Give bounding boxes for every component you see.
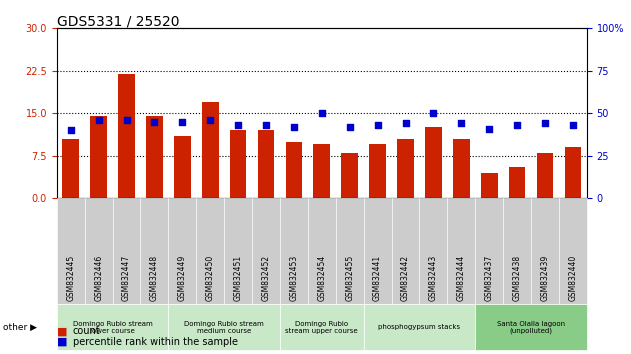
Point [261, 122, 271, 128]
Bar [257, 130, 274, 198]
Point [428, 110, 439, 116]
Bar [90, 116, 107, 198]
Text: GDS5331 / 25520: GDS5331 / 25520 [57, 14, 179, 28]
Point [177, 119, 187, 125]
Bar [536, 153, 553, 198]
Text: phosphogypsum stacks: phosphogypsum stacks [379, 325, 461, 330]
Text: GSM832437: GSM832437 [485, 255, 493, 301]
Point [289, 124, 299, 130]
Bar [481, 173, 498, 198]
Bar [62, 139, 79, 198]
Text: Domingo Rubio stream
lower course: Domingo Rubio stream lower course [73, 321, 153, 334]
Bar [565, 147, 581, 198]
Text: ■: ■ [57, 326, 68, 336]
Bar [341, 153, 358, 198]
Text: GSM832451: GSM832451 [233, 255, 242, 301]
Text: Domingo Rubio
stream upper course: Domingo Rubio stream upper course [285, 321, 358, 334]
Point [122, 117, 132, 123]
Point [66, 127, 76, 133]
Text: percentile rank within the sample: percentile rank within the sample [73, 337, 237, 347]
Bar [146, 116, 163, 198]
Point [150, 119, 160, 125]
Bar [118, 74, 135, 198]
Point [568, 122, 578, 128]
Point [484, 126, 494, 131]
Bar [509, 167, 526, 198]
Point [372, 122, 382, 128]
Text: GSM832447: GSM832447 [122, 255, 131, 301]
Text: GSM832439: GSM832439 [541, 255, 550, 301]
Text: Domingo Rubio stream
medium course: Domingo Rubio stream medium course [184, 321, 264, 334]
Text: GSM832445: GSM832445 [66, 255, 75, 301]
Text: Santa Olalla lagoon
(unpolluted): Santa Olalla lagoon (unpolluted) [497, 321, 565, 334]
Text: GSM832455: GSM832455 [345, 255, 354, 301]
Text: count: count [73, 326, 100, 336]
Point [512, 122, 522, 128]
Text: GSM832442: GSM832442 [401, 255, 410, 301]
Text: GSM832453: GSM832453 [290, 255, 298, 301]
Bar [397, 139, 414, 198]
Point [205, 117, 215, 123]
Point [540, 121, 550, 126]
Text: other ▶: other ▶ [3, 323, 37, 332]
Text: GSM832440: GSM832440 [569, 255, 577, 301]
Text: GSM832452: GSM832452 [261, 255, 271, 301]
Text: GSM832449: GSM832449 [178, 255, 187, 301]
Text: ■: ■ [57, 337, 68, 347]
Bar [369, 144, 386, 198]
Bar [230, 130, 247, 198]
Point [317, 110, 327, 116]
Point [345, 124, 355, 130]
Bar [202, 102, 218, 198]
Bar [314, 144, 330, 198]
Point [233, 122, 243, 128]
Point [456, 121, 466, 126]
Bar [286, 142, 302, 198]
Text: GSM832444: GSM832444 [457, 255, 466, 301]
Bar [453, 139, 469, 198]
Point [401, 121, 411, 126]
Text: GSM832448: GSM832448 [150, 255, 159, 301]
Bar [174, 136, 191, 198]
Text: GSM832443: GSM832443 [429, 255, 438, 301]
Point [93, 117, 103, 123]
Text: GSM832446: GSM832446 [94, 255, 103, 301]
Text: GSM832450: GSM832450 [206, 255, 215, 301]
Text: GSM832438: GSM832438 [512, 255, 522, 301]
Text: GSM832454: GSM832454 [317, 255, 326, 301]
Text: GSM832441: GSM832441 [373, 255, 382, 301]
Bar [425, 127, 442, 198]
